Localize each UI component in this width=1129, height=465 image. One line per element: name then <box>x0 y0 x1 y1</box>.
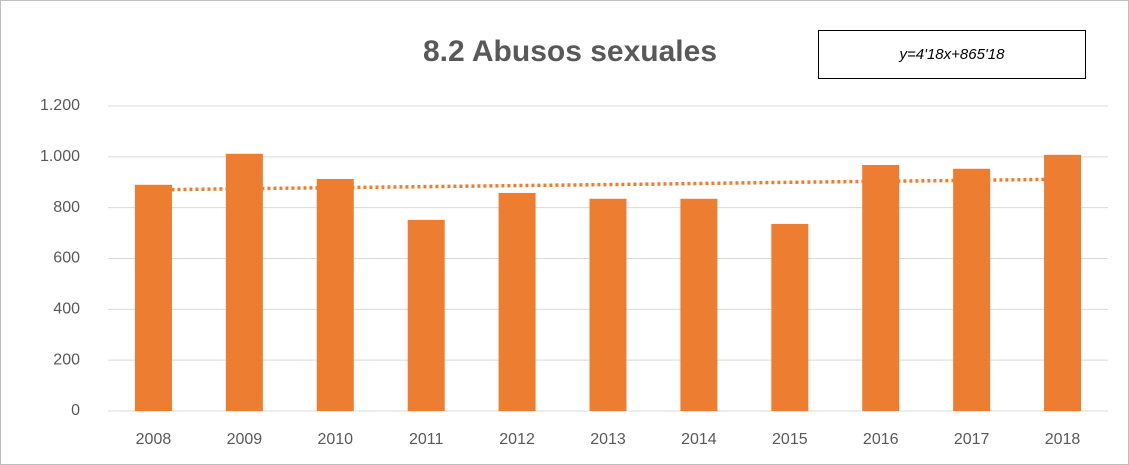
x-tick-label: 2017 <box>954 431 990 448</box>
y-tick-label: 200 <box>53 351 80 368</box>
x-tick-label: 2016 <box>863 431 899 448</box>
y-tick-label: 1.000 <box>40 148 80 165</box>
bar <box>953 168 991 411</box>
bar <box>771 223 809 411</box>
x-tick-label: 2009 <box>227 431 263 448</box>
x-tick-label: 2010 <box>317 431 353 448</box>
bar <box>316 178 354 411</box>
y-tick-label: 800 <box>53 199 80 216</box>
x-tick-label: 2018 <box>1045 431 1081 448</box>
x-tick-label: 2014 <box>681 431 717 448</box>
x-tick-label: 2008 <box>136 431 172 448</box>
y-tick-label: 400 <box>53 301 80 318</box>
bar <box>225 153 263 412</box>
bar <box>407 219 445 411</box>
annotation-box <box>818 30 1086 79</box>
chart-title: 8.2 Abusos sexuales <box>423 35 717 68</box>
y-tick-label: 600 <box>53 250 80 267</box>
x-tick-label: 2011 <box>409 431 444 448</box>
bar <box>589 198 627 411</box>
y-tick-label: 1.200 <box>40 97 80 114</box>
bar <box>680 198 718 411</box>
y-tick-label: 0 <box>71 402 80 419</box>
trendline <box>135 177 1045 192</box>
x-tick-label: 2015 <box>772 431 808 448</box>
bar <box>862 164 900 411</box>
annotation: y=4'18x+865'18 <box>899 46 1006 63</box>
x-tick-label: 2013 <box>590 431 626 448</box>
bar <box>134 184 172 411</box>
x-tick-label: 2012 <box>499 431 535 448</box>
bar <box>1044 154 1082 412</box>
bar <box>498 192 536 411</box>
